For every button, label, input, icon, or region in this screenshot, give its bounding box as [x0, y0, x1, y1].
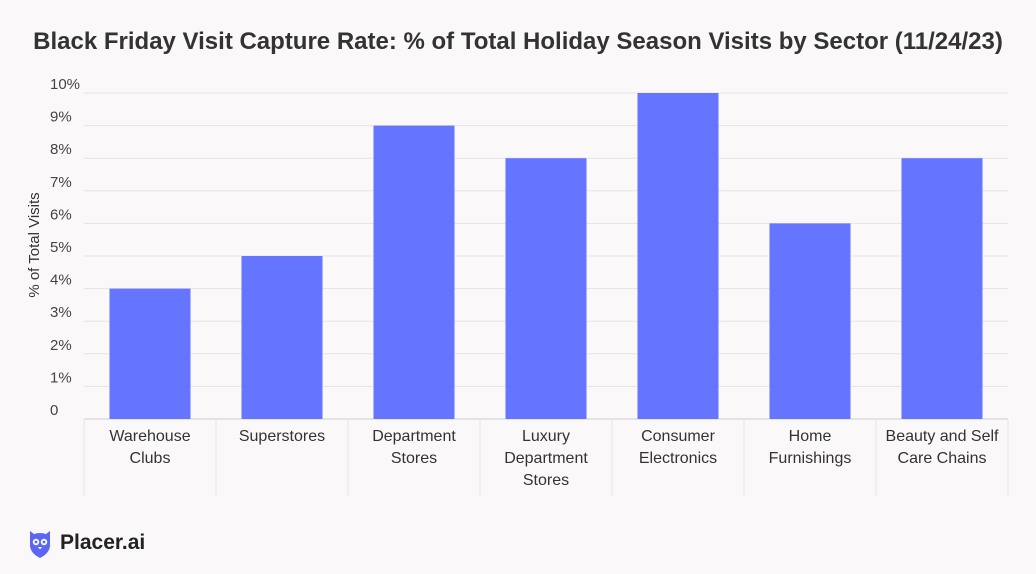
bar [505, 158, 587, 419]
bar [901, 158, 983, 419]
bar [241, 256, 323, 419]
brand-name: Placer.ai [60, 531, 146, 554]
owl-icon [30, 531, 50, 558]
brand-logo: Placer.ai [28, 526, 145, 560]
x-category-label: Beauty and Self Care Chains [886, 428, 1000, 467]
bars [109, 93, 983, 419]
y-tick-label: 8% [50, 141, 72, 158]
y-tick-label: 5% [50, 239, 72, 256]
bar [769, 223, 851, 419]
y-axis-ticks: 0 1% 2% 3% 4% 5% 6% 7% 8% 9% 10% [50, 76, 80, 419]
x-category-label: Department Stores [372, 428, 456, 467]
chart-title: Black Friday Visit Capture Rate: % of To… [33, 28, 1003, 55]
x-category-label: Home Furnishings [769, 428, 852, 467]
bar [637, 93, 719, 419]
y-tick-label: 6% [50, 206, 72, 223]
y-tick-label: 4% [50, 272, 72, 289]
y-tick-label: 1% [50, 369, 72, 386]
bar-chart: 0 1% 2% 3% 4% 5% 6% 7% 8% 9% 10% Warehouse Clubs Sup… [26, 76, 1009, 496]
x-category-label: Consumer Electronics [639, 428, 717, 467]
bar [373, 125, 455, 419]
x-axis-categories: Warehouse Clubs Superstores Department Store… [109, 428, 999, 489]
y-tick-label: 3% [50, 304, 72, 321]
y-axis-label: % of Total Visits [26, 192, 43, 297]
y-tick-label: 2% [50, 337, 72, 354]
x-category-label: Superstores [239, 428, 325, 445]
x-category-label: Luxury Department Stores [504, 428, 588, 489]
y-tick-label: 7% [50, 174, 72, 191]
y-tick-label: 0 [50, 402, 58, 419]
bar [109, 288, 191, 419]
y-tick-label: 9% [50, 109, 72, 126]
x-category-label: Warehouse Clubs [109, 428, 190, 467]
y-tick-label: 10% [50, 76, 80, 93]
